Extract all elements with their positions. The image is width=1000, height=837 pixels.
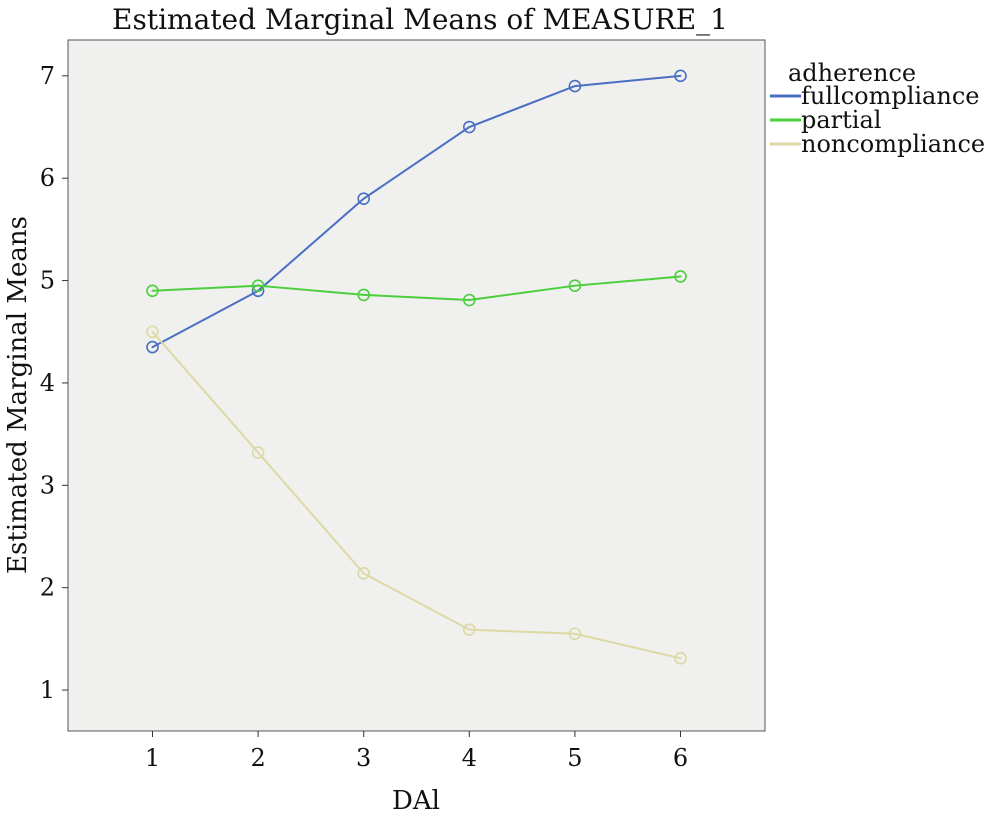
x-tick-label: 5	[567, 744, 582, 772]
data-point-partial	[251, 279, 265, 292]
data-point-noncompliance	[568, 627, 582, 641]
series-line-fullcompliance	[151, 74, 682, 349]
x-tick-label: 1	[145, 744, 160, 772]
y-tick-label: 6	[40, 164, 55, 192]
plot-area	[67, 39, 766, 732]
axis-layer: 1 2 3 4 5 6 7 1 2 3 4 5 6	[40, 62, 688, 772]
data-point-fullcompliance	[463, 120, 476, 134]
x-tick-label: 2	[250, 744, 265, 772]
legend-title: adherence	[788, 59, 916, 87]
series-layer	[146, 69, 687, 665]
data-point-partial	[146, 284, 159, 298]
x-axis-label: DAl	[392, 786, 440, 816]
data-point-partial	[357, 288, 370, 302]
y-tick-label: 2	[40, 574, 55, 602]
y-tick-label: 5	[40, 267, 55, 295]
data-point-partial	[568, 279, 582, 292]
data-point-noncompliance	[357, 567, 370, 580]
data-point-partial	[463, 293, 476, 307]
data-point-fullcompliance	[357, 192, 370, 205]
series-line-partial	[151, 275, 682, 302]
data-point-partial	[674, 270, 687, 283]
y-tick-label: 7	[40, 62, 55, 90]
legend-label-noncompliance: noncompliance	[801, 130, 985, 158]
data-point-fullcompliance	[568, 79, 582, 93]
data-point-noncompliance	[251, 446, 265, 459]
x-tick-label: 4	[462, 744, 477, 772]
legend-label-partial: partial	[801, 106, 881, 134]
y-tick-label: 3	[40, 471, 55, 499]
legend: adherencefullcompliancepartialnoncomplia…	[770, 59, 985, 158]
chart-title: Estimated Marginal Means of MEASURE_1	[112, 3, 728, 36]
data-point-noncompliance	[463, 623, 476, 636]
y-axis-label: Estimated Marginal Means	[3, 216, 33, 574]
x-tick-label: 6	[673, 744, 688, 772]
series-line-noncompliance	[151, 330, 682, 660]
x-tick-label: 3	[356, 744, 371, 772]
legend-label-fullcompliance: fullcompliance	[801, 82, 979, 110]
data-point-fullcompliance	[146, 340, 159, 354]
data-point-noncompliance	[674, 652, 687, 665]
data-point-noncompliance	[146, 325, 159, 339]
data-point-fullcompliance	[674, 69, 687, 83]
y-tick-label: 4	[40, 369, 55, 397]
y-tick-label: 1	[40, 676, 55, 704]
